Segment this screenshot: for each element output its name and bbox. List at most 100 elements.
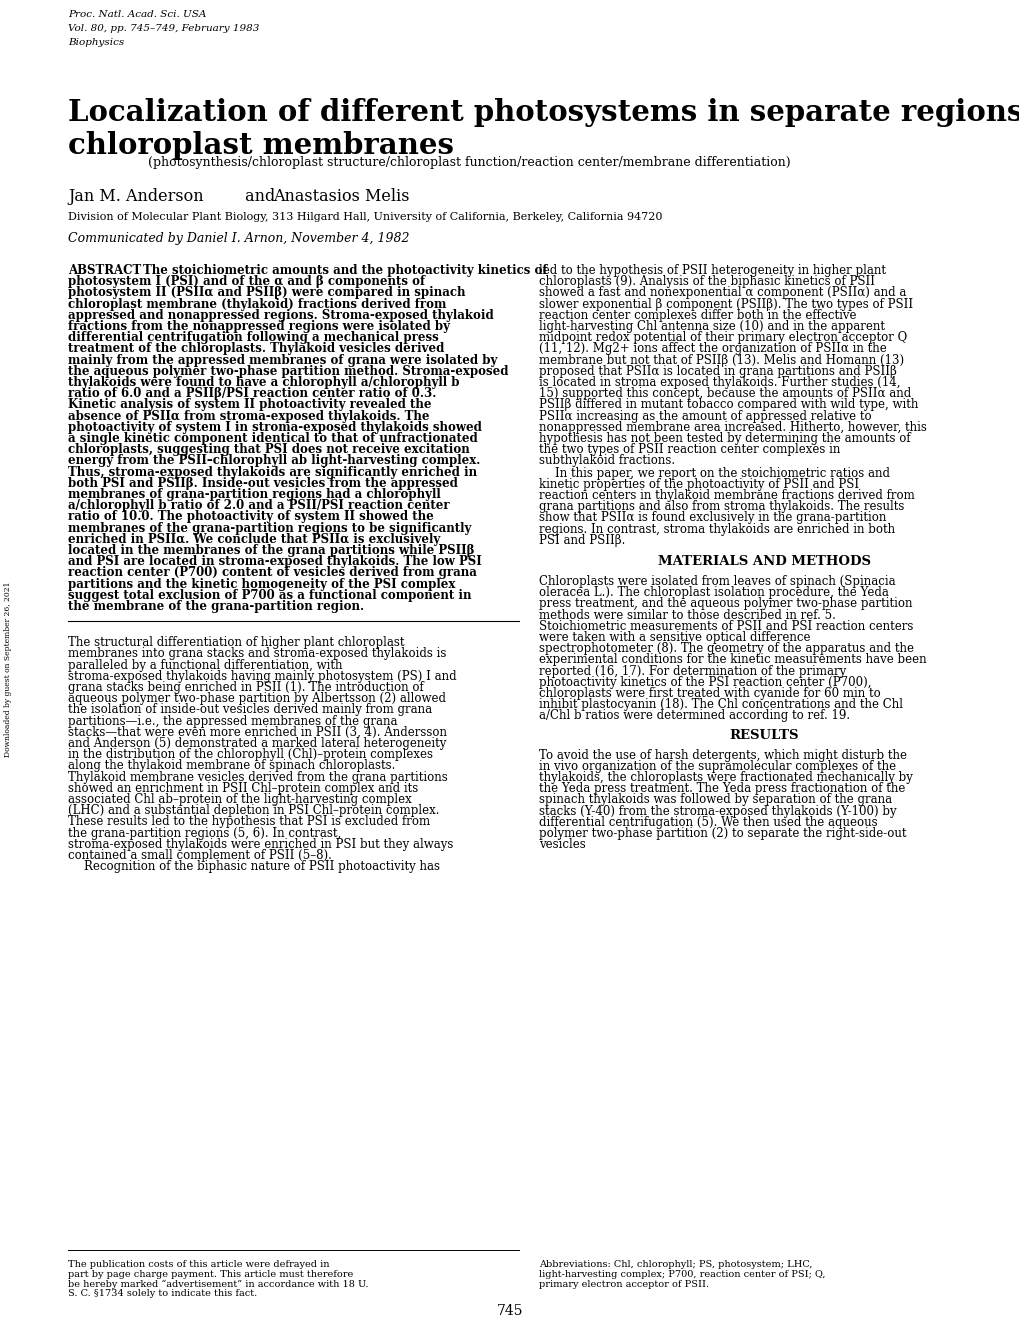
Text: Jan M. Anderson: Jan M. Anderson: [68, 189, 204, 205]
Text: (LHC) and a substantial depletion in PSI Chl–protein complex.: (LHC) and a substantial depletion in PSI…: [68, 804, 439, 818]
Text: treatment of the chloroplasts. Thylakoid vesicles derived: treatment of the chloroplasts. Thylakoid…: [68, 343, 444, 356]
Text: proposed that PSIIα is located in grana partitions and PSIIβ: proposed that PSIIα is located in grana …: [538, 365, 896, 377]
Text: mainly from the appressed membranes of grana were isolated by: mainly from the appressed membranes of g…: [68, 353, 497, 367]
Text: Thylakoid membrane vesicles derived from the grana partitions: Thylakoid membrane vesicles derived from…: [68, 771, 447, 784]
Text: photosystem I (PSI) and of the α and β components of: photosystem I (PSI) and of the α and β c…: [68, 276, 425, 288]
Text: appressed and nonappressed regions. Stroma-exposed thylakoid: appressed and nonappressed regions. Stro…: [68, 309, 493, 322]
Text: chloroplasts were first treated with cyanide for 60 min to: chloroplasts were first treated with cya…: [538, 686, 879, 700]
Text: the aqueous polymer two-phase partition method. Stroma-exposed: the aqueous polymer two-phase partition …: [68, 365, 508, 377]
Text: PSI and PSIIβ.: PSI and PSIIβ.: [538, 534, 625, 547]
Text: be hereby marked “advertisement” in accordance with 18 U.: be hereby marked “advertisement” in acco…: [68, 1279, 368, 1288]
Text: a/chlorophyll b ratio of 2.0 and a PSII/PSI reaction center: a/chlorophyll b ratio of 2.0 and a PSII/…: [68, 499, 449, 512]
Text: kinetic properties of the photoactivity of PSII and PSI: kinetic properties of the photoactivity …: [538, 478, 858, 491]
Text: in vivo organization of the supramolecular complexes of the: in vivo organization of the supramolecul…: [538, 760, 896, 773]
Text: Communicated by Daniel I. Arnon, November 4, 1982: Communicated by Daniel I. Arnon, Novembe…: [68, 231, 409, 245]
Text: showed an enrichment in PSII Chl–protein complex and its: showed an enrichment in PSII Chl–protein…: [68, 781, 418, 795]
Text: membranes of the grana-partition regions to be significantly: membranes of the grana-partition regions…: [68, 522, 471, 535]
Text: Kinetic analysis of system II photoactivity revealed the: Kinetic analysis of system II photoactiv…: [68, 399, 431, 411]
Text: nonappressed membrane area increased. Hitherto, however, this: nonappressed membrane area increased. Hi…: [538, 420, 926, 434]
Text: primary electron acceptor of PSII.: primary electron acceptor of PSII.: [538, 1279, 708, 1288]
Text: a/Chl b ratios were determined according to ref. 19.: a/Chl b ratios were determined according…: [538, 709, 849, 723]
Text: is located in stroma exposed thylakoids. Further studies (14,: is located in stroma exposed thylakoids.…: [538, 376, 900, 389]
Text: ratio of 6.0 and a PSIIβ/PSI reaction center ratio of 0.3.: ratio of 6.0 and a PSIIβ/PSI reaction ce…: [68, 387, 436, 400]
Text: and Anderson (5) demonstrated a marked lateral heterogeneity: and Anderson (5) demonstrated a marked l…: [68, 737, 446, 751]
Text: chloroplasts, suggesting that PSI does not receive excitation: chloroplasts, suggesting that PSI does n…: [68, 443, 470, 456]
Text: spectrophotometer (8). The geometry of the apparatus and the: spectrophotometer (8). The geometry of t…: [538, 642, 913, 656]
Text: led to the hypothesis of PSII heterogeneity in higher plant: led to the hypothesis of PSII heterogene…: [538, 264, 886, 277]
Text: photosystem II (PSIIα and PSIIβ) were compared in spinach: photosystem II (PSIIα and PSIIβ) were co…: [68, 286, 465, 300]
Text: paralleled by a functional differentiation, with: paralleled by a functional differentiati…: [68, 658, 342, 672]
Text: membranes into grana stacks and stroma-exposed thylakoids is: membranes into grana stacks and stroma-e…: [68, 648, 446, 661]
Text: thylakoids, the chloroplasts were fractionated mechanically by: thylakoids, the chloroplasts were fracti…: [538, 771, 912, 784]
Text: thylakoids were found to have a chlorophyll a/chlorophyll b: thylakoids were found to have a chloroph…: [68, 376, 459, 389]
Text: stacks—that were even more enriched in PSII (3, 4). Andersson: stacks—that were even more enriched in P…: [68, 725, 446, 739]
Text: fractions from the nonappressed regions were isolated by: fractions from the nonappressed regions …: [68, 320, 449, 333]
Text: enriched in PSIIα. We conclude that PSIIα is exclusively: enriched in PSIIα. We conclude that PSII…: [68, 533, 440, 546]
Text: stacks (Y-40) from the stroma-exposed thylakoids (Y-100) by: stacks (Y-40) from the stroma-exposed th…: [538, 804, 896, 818]
Text: inhibit plastocyanin (18). The Chl concentrations and the Chl: inhibit plastocyanin (18). The Chl conce…: [538, 698, 902, 712]
Text: photoactivity kinetics of the PSI reaction center (P700),: photoactivity kinetics of the PSI reacti…: [538, 676, 870, 689]
Text: These results led to the hypothesis that PSI is excluded from: These results led to the hypothesis that…: [68, 815, 430, 828]
Text: The publication costs of this article were defrayed in: The publication costs of this article we…: [68, 1260, 329, 1268]
Text: Biophysics: Biophysics: [68, 37, 124, 47]
Text: and PSI are located in stroma-exposed thylakoids. The low PSI: and PSI are located in stroma-exposed th…: [68, 555, 481, 569]
Text: membrane but not that of PSIIβ (13). Melis and Homann (13): membrane but not that of PSIIβ (13). Mel…: [538, 353, 903, 367]
Text: midpoint redox potential of their primary electron acceptor Q: midpoint redox potential of their primar…: [538, 332, 906, 344]
Text: the two types of PSII reaction center complexes in: the two types of PSII reaction center co…: [538, 443, 840, 456]
Text: differential centrifugation (5). We then used the aqueous: differential centrifugation (5). We then…: [538, 816, 876, 828]
Text: Thus, stroma-exposed thylakoids are significantly enriched in: Thus, stroma-exposed thylakoids are sign…: [68, 466, 477, 479]
Text: both PSI and PSIIβ. Inside-out vesicles from the appressed: both PSI and PSIIβ. Inside-out vesicles …: [68, 476, 458, 490]
Text: Anastasios Melis: Anastasios Melis: [273, 189, 409, 205]
Text: chloroplasts (9). Analysis of the biphasic kinetics of PSII: chloroplasts (9). Analysis of the biphas…: [538, 276, 874, 288]
Text: PSIIβ differed in mutant tobacco compared with wild type, with: PSIIβ differed in mutant tobacco compare…: [538, 399, 917, 411]
Text: PSIIα increasing as the amount of appressed relative to: PSIIα increasing as the amount of appres…: [538, 409, 871, 423]
Text: grana stacks being enriched in PSII (1). The introduction of: grana stacks being enriched in PSII (1).…: [68, 681, 423, 694]
Text: energy from the PSII–chlorophyll ab light-harvesting complex.: energy from the PSII–chlorophyll ab ligh…: [68, 455, 480, 467]
Text: regions. In contrast, stroma thylakoids are enriched in both: regions. In contrast, stroma thylakoids …: [538, 523, 895, 535]
Text: associated Chl ab–protein of the light-harvesting complex: associated Chl ab–protein of the light-h…: [68, 793, 412, 805]
Text: part by page charge payment. This article must therefore: part by page charge payment. This articl…: [68, 1270, 353, 1279]
Text: Recognition of the biphasic nature of PSII photoactivity has: Recognition of the biphasic nature of PS…: [84, 860, 439, 874]
Text: partitions—i.e., the appressed membranes of the grana: partitions—i.e., the appressed membranes…: [68, 714, 397, 728]
Text: along the thylakoid membrane of spinach chloroplasts.: along the thylakoid membrane of spinach …: [68, 760, 395, 772]
Text: experimental conditions for the kinetic measurements have been: experimental conditions for the kinetic …: [538, 653, 925, 666]
Text: reaction center (P700) content of vesicles derived from grana: reaction center (P700) content of vesicl…: [68, 566, 477, 579]
Text: reported (16, 17). For determination of the primary: reported (16, 17). For determination of …: [538, 665, 846, 677]
Text: hypothesis has not been tested by determining the amounts of: hypothesis has not been tested by determ…: [538, 432, 910, 446]
Text: stroma-exposed thylakoids were enriched in PSI but they always: stroma-exposed thylakoids were enriched …: [68, 838, 452, 851]
Text: and: and: [239, 189, 280, 205]
Text: RESULTS: RESULTS: [729, 729, 799, 741]
Text: differential centrifugation following a mechanical press: differential centrifugation following a …: [68, 332, 438, 344]
Text: reaction center complexes differ both in the effective: reaction center complexes differ both in…: [538, 309, 856, 322]
Text: polymer two-phase partition (2) to separate the right-side-out: polymer two-phase partition (2) to separ…: [538, 827, 906, 840]
Text: stroma-exposed thylakoids having mainly photosystem (PS) I and: stroma-exposed thylakoids having mainly …: [68, 670, 457, 682]
Text: suggest total exclusion of P700 as a functional component in: suggest total exclusion of P700 as a fun…: [68, 589, 471, 602]
Text: Vol. 80, pp. 745–749, February 1983: Vol. 80, pp. 745–749, February 1983: [68, 24, 259, 33]
Text: partitions and the kinetic homogeneity of the PSI complex: partitions and the kinetic homogeneity o…: [68, 578, 454, 590]
Text: the Yeda press treatment. The Yeda press fractionation of the: the Yeda press treatment. The Yeda press…: [538, 783, 905, 795]
Text: absence of PSIIα from stroma-exposed thylakoids. The: absence of PSIIα from stroma-exposed thy…: [68, 409, 429, 423]
Text: the grana-partition regions (5, 6). In contrast,: the grana-partition regions (5, 6). In c…: [68, 827, 341, 840]
Text: slower exponential β component (PSIIβ). The two types of PSII: slower exponential β component (PSIIβ). …: [538, 297, 912, 310]
Text: Chloroplasts were isolated from leaves of spinach (Spinacia: Chloroplasts were isolated from leaves o…: [538, 575, 895, 587]
Text: Stoichiometric measurements of PSII and PSI reaction centers: Stoichiometric measurements of PSII and …: [538, 619, 912, 633]
Text: contained a small complement of PSII (5–8).: contained a small complement of PSII (5–…: [68, 850, 331, 862]
Text: grana partitions and also from stroma thylakoids. The results: grana partitions and also from stroma th…: [538, 500, 904, 514]
Text: MATERIALS AND METHODS: MATERIALS AND METHODS: [657, 555, 870, 569]
Text: Localization of different photosystems in separate regions of: Localization of different photosystems i…: [68, 98, 1019, 127]
Text: spinach thylakoids was followed by separation of the grana: spinach thylakoids was followed by separ…: [538, 793, 892, 807]
Text: methods were similar to those described in ref. 5.: methods were similar to those described …: [538, 609, 835, 622]
Text: To avoid the use of harsh detergents, which might disturb the: To avoid the use of harsh detergents, wh…: [538, 748, 906, 761]
Text: Division of Molecular Plant Biology, 313 Hilgard Hall, University of California,: Division of Molecular Plant Biology, 313…: [68, 211, 662, 222]
Text: located in the membranes of the grana partitions while PSIIβ: located in the membranes of the grana pa…: [68, 545, 474, 557]
Text: ratio of 10.0. The photoactivity of system II showed the: ratio of 10.0. The photoactivity of syst…: [68, 510, 433, 523]
Text: (photosynthesis/chloroplast structure/chloroplast function/reaction center/membr: (photosynthesis/chloroplast structure/ch…: [148, 157, 790, 169]
Text: Abbreviations: Chl, chlorophyll; PS, photosystem; LHC,: Abbreviations: Chl, chlorophyll; PS, pho…: [538, 1260, 812, 1268]
Text: The stoichiometric amounts and the photoactivity kinetics of: The stoichiometric amounts and the photo…: [143, 264, 547, 277]
Text: in the distribution of the chlorophyll (Chl)–protein complexes: in the distribution of the chlorophyll (…: [68, 748, 433, 761]
Text: oleracea L.). The chloroplast isolation procedure, the Yeda: oleracea L.). The chloroplast isolation …: [538, 586, 888, 599]
Text: show that PSIIα is found exclusively in the grana-partition: show that PSIIα is found exclusively in …: [538, 511, 886, 524]
Text: light-harvesting Chl antenna size (10) and in the apparent: light-harvesting Chl antenna size (10) a…: [538, 320, 884, 333]
Text: Proc. Natl. Acad. Sci. USA: Proc. Natl. Acad. Sci. USA: [68, 9, 206, 19]
Text: were taken with a sensitive optical difference: were taken with a sensitive optical diff…: [538, 632, 810, 644]
